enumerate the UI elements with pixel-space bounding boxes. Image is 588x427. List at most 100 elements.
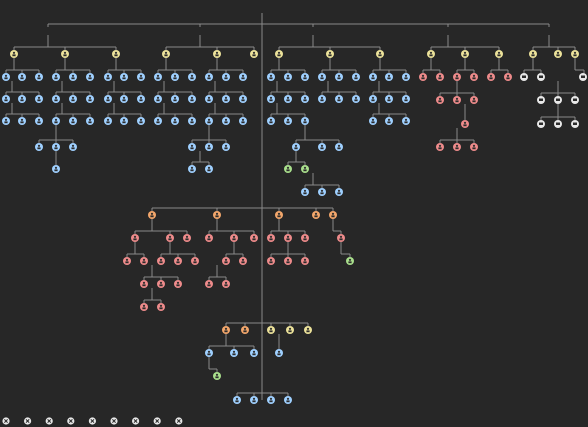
- person-icon[interactable]: [301, 257, 309, 265]
- person-icon[interactable]: [275, 211, 283, 219]
- person-icon[interactable]: [52, 143, 60, 151]
- person-icon[interactable]: [205, 280, 213, 288]
- person-icon[interactable]: [2, 95, 10, 103]
- person-icon[interactable]: [318, 95, 326, 103]
- close-circle-icon[interactable]: [67, 417, 75, 425]
- person-icon[interactable]: [222, 95, 230, 103]
- person-icon[interactable]: [137, 95, 145, 103]
- person-icon[interactable]: [162, 50, 170, 58]
- person-icon[interactable]: [222, 280, 230, 288]
- person-icon[interactable]: [188, 143, 196, 151]
- person-icon[interactable]: [140, 280, 148, 288]
- person-icon[interactable]: [205, 234, 213, 242]
- person-icon[interactable]: [329, 211, 337, 219]
- person-icon[interactable]: [301, 234, 309, 242]
- person-icon[interactable]: [205, 143, 213, 151]
- person-icon[interactable]: [35, 73, 43, 81]
- person-icon[interactable]: [205, 73, 213, 81]
- person-icon[interactable]: [529, 50, 537, 58]
- person-icon[interactable]: [188, 73, 196, 81]
- person-icon[interactable]: [86, 117, 94, 125]
- person-icon[interactable]: [140, 257, 148, 265]
- person-icon[interactable]: [157, 280, 165, 288]
- person-icon[interactable]: [304, 326, 312, 334]
- person-icon[interactable]: [233, 396, 241, 404]
- person-icon[interactable]: [188, 165, 196, 173]
- person-icon[interactable]: [154, 95, 162, 103]
- person-icon[interactable]: [335, 73, 343, 81]
- person-icon[interactable]: [318, 188, 326, 196]
- person-icon[interactable]: [284, 117, 292, 125]
- person-icon[interactable]: [453, 73, 461, 81]
- person-icon[interactable]: [267, 73, 275, 81]
- person-icon[interactable]: [69, 143, 77, 151]
- person-icon[interactable]: [419, 73, 427, 81]
- close-circle-icon[interactable]: [88, 417, 96, 425]
- person-icon[interactable]: [140, 303, 148, 311]
- person-icon[interactable]: [188, 95, 196, 103]
- person-icon[interactable]: [174, 257, 182, 265]
- person-icon[interactable]: [470, 96, 478, 104]
- person-icon[interactable]: [154, 73, 162, 81]
- person-icon[interactable]: [120, 117, 128, 125]
- person-icon[interactable]: [318, 143, 326, 151]
- person-icon[interactable]: [284, 165, 292, 173]
- close-circle-icon[interactable]: [110, 417, 118, 425]
- person-icon[interactable]: [369, 73, 377, 81]
- person-icon[interactable]: [18, 73, 26, 81]
- person-icon[interactable]: [337, 234, 345, 242]
- person-icon[interactable]: [123, 257, 131, 265]
- device-icon[interactable]: [537, 96, 545, 104]
- device-icon[interactable]: [537, 120, 545, 128]
- person-icon[interactable]: [335, 143, 343, 151]
- person-icon[interactable]: [120, 95, 128, 103]
- person-icon[interactable]: [171, 73, 179, 81]
- person-icon[interactable]: [148, 211, 156, 219]
- person-icon[interactable]: [213, 211, 221, 219]
- person-icon[interactable]: [346, 257, 354, 265]
- person-icon[interactable]: [137, 73, 145, 81]
- person-icon[interactable]: [385, 73, 393, 81]
- person-icon[interactable]: [112, 50, 120, 58]
- person-icon[interactable]: [284, 257, 292, 265]
- person-icon[interactable]: [352, 95, 360, 103]
- person-icon[interactable]: [369, 95, 377, 103]
- person-icon[interactable]: [213, 50, 221, 58]
- person-icon[interactable]: [241, 326, 249, 334]
- person-icon[interactable]: [18, 95, 26, 103]
- person-icon[interactable]: [402, 73, 410, 81]
- close-circle-icon[interactable]: [2, 417, 10, 425]
- person-icon[interactable]: [267, 396, 275, 404]
- person-icon[interactable]: [230, 234, 238, 242]
- person-icon[interactable]: [69, 73, 77, 81]
- person-icon[interactable]: [18, 117, 26, 125]
- person-icon[interactable]: [427, 50, 435, 58]
- device-icon[interactable]: [554, 96, 562, 104]
- person-icon[interactable]: [157, 257, 165, 265]
- person-icon[interactable]: [402, 95, 410, 103]
- person-icon[interactable]: [267, 326, 275, 334]
- person-icon[interactable]: [284, 234, 292, 242]
- person-icon[interactable]: [61, 50, 69, 58]
- person-icon[interactable]: [188, 117, 196, 125]
- person-icon[interactable]: [183, 234, 191, 242]
- person-icon[interactable]: [157, 303, 165, 311]
- person-icon[interactable]: [171, 95, 179, 103]
- person-icon[interactable]: [250, 50, 258, 58]
- person-icon[interactable]: [267, 257, 275, 265]
- person-icon[interactable]: [369, 117, 377, 125]
- person-icon[interactable]: [487, 73, 495, 81]
- person-icon[interactable]: [301, 165, 309, 173]
- person-icon[interactable]: [35, 117, 43, 125]
- person-icon[interactable]: [402, 117, 410, 125]
- person-icon[interactable]: [312, 211, 320, 219]
- person-icon[interactable]: [301, 117, 309, 125]
- person-icon[interactable]: [191, 257, 199, 265]
- person-icon[interactable]: [205, 165, 213, 173]
- person-icon[interactable]: [230, 349, 238, 357]
- person-icon[interactable]: [284, 95, 292, 103]
- person-icon[interactable]: [205, 349, 213, 357]
- person-icon[interactable]: [453, 96, 461, 104]
- person-icon[interactable]: [166, 234, 174, 242]
- person-icon[interactable]: [470, 143, 478, 151]
